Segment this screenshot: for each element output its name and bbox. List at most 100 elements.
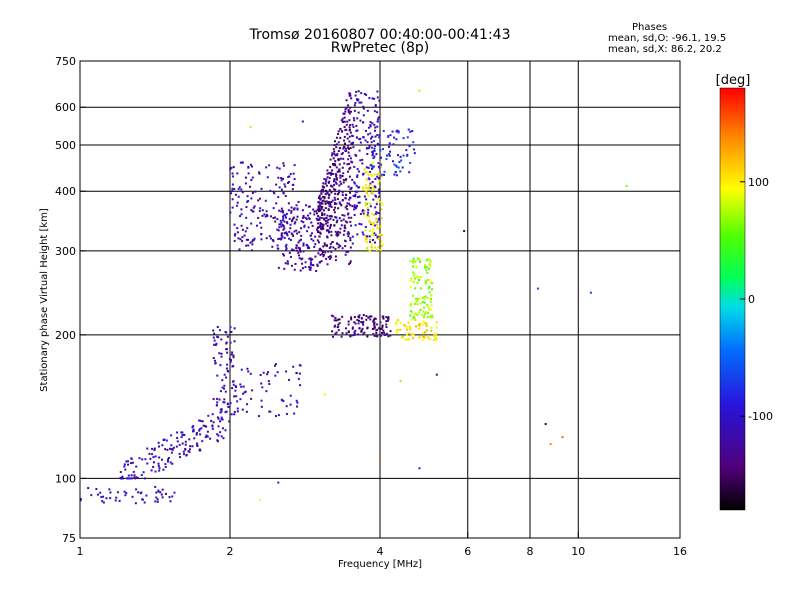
echo-point xyxy=(164,492,167,495)
echo-point xyxy=(167,458,170,461)
echo-point xyxy=(349,106,352,109)
echo-point xyxy=(272,216,275,219)
echo-point xyxy=(240,368,243,371)
echo-point xyxy=(294,221,297,224)
echo-point xyxy=(377,228,380,231)
echo-point xyxy=(371,180,374,183)
echo-point xyxy=(344,108,347,111)
echo-point xyxy=(350,186,353,189)
echo-point xyxy=(225,367,228,370)
echo-point xyxy=(342,147,345,150)
echo-point xyxy=(268,235,271,238)
echo-point xyxy=(344,147,347,150)
echo-point xyxy=(178,443,181,446)
echo-point xyxy=(369,124,372,127)
echo-point xyxy=(226,335,229,338)
echo-point xyxy=(220,352,223,355)
echo-point xyxy=(173,491,176,494)
echo-point xyxy=(393,163,396,166)
echo-point xyxy=(325,200,328,203)
echo-point xyxy=(353,333,356,336)
echo-point xyxy=(354,329,357,332)
echo-point xyxy=(241,240,244,243)
echo-point xyxy=(301,262,304,265)
echo-point xyxy=(212,329,215,332)
echo-point xyxy=(356,117,359,120)
echo-point xyxy=(287,175,290,178)
echo-point xyxy=(175,445,178,448)
echo-point xyxy=(95,487,98,490)
colorbar-tick-label: 100 xyxy=(748,176,769,189)
echo-point xyxy=(344,327,347,330)
echo-point xyxy=(383,333,386,336)
echo-point xyxy=(243,234,246,237)
echo-point xyxy=(325,257,328,260)
echo-point xyxy=(372,161,375,164)
echo-point xyxy=(286,232,289,235)
echo-point xyxy=(412,316,415,319)
echo-point xyxy=(323,218,326,221)
echo-point xyxy=(229,211,232,214)
echo-point xyxy=(361,231,364,234)
echo-point xyxy=(355,124,358,127)
echo-point xyxy=(410,310,413,313)
echo-point xyxy=(151,453,154,456)
echo-point xyxy=(330,234,333,237)
echo-point xyxy=(374,186,377,189)
echo-point xyxy=(363,92,366,95)
echo-point xyxy=(251,249,254,252)
echo-point xyxy=(342,218,345,221)
echo-point xyxy=(276,166,279,169)
echo-point xyxy=(412,274,415,277)
echo-point xyxy=(360,321,363,324)
echo-point xyxy=(309,212,312,215)
echo-point xyxy=(549,443,552,446)
echo-point xyxy=(333,325,336,328)
echo-point xyxy=(363,214,366,217)
echo-point xyxy=(155,491,158,494)
echo-point xyxy=(360,223,363,226)
echo-point xyxy=(328,227,331,230)
echo-point xyxy=(296,249,299,252)
echo-point xyxy=(379,165,382,168)
echo-point xyxy=(123,463,126,466)
echo-point xyxy=(247,238,250,241)
echo-point xyxy=(297,377,300,380)
echo-point xyxy=(402,154,405,157)
echo-point xyxy=(374,206,377,209)
echo-point xyxy=(356,204,359,207)
echo-point xyxy=(372,165,375,168)
echo-point xyxy=(421,338,424,341)
echo-point xyxy=(293,222,296,225)
echo-point xyxy=(302,221,305,224)
echo-point xyxy=(199,433,202,436)
echo-point xyxy=(397,166,400,169)
echo-point xyxy=(375,329,378,332)
echo-point xyxy=(320,223,323,226)
echo-point xyxy=(347,323,350,326)
echo-point xyxy=(324,251,327,254)
echo-point xyxy=(428,308,431,311)
echo-point xyxy=(336,154,339,157)
echo-point xyxy=(171,462,174,465)
echo-point xyxy=(344,240,347,243)
echo-point xyxy=(318,218,321,221)
echo-point xyxy=(319,225,322,228)
echo-point xyxy=(318,201,321,204)
echo-point xyxy=(233,188,236,191)
echo-point xyxy=(321,185,324,188)
echo-point xyxy=(345,99,348,102)
echo-point xyxy=(429,260,432,263)
echo-point xyxy=(332,218,335,221)
echo-point xyxy=(327,250,330,253)
echo-point xyxy=(201,420,204,423)
echo-point xyxy=(274,220,277,223)
echo-point xyxy=(370,146,373,149)
echo-point xyxy=(347,320,350,323)
echo-point xyxy=(364,184,367,187)
echo-point xyxy=(212,421,215,424)
x-axis-ticks: 1 2 4 6 8 10 16 xyxy=(77,532,687,558)
echo-point xyxy=(349,188,352,191)
echo-point xyxy=(334,255,337,258)
